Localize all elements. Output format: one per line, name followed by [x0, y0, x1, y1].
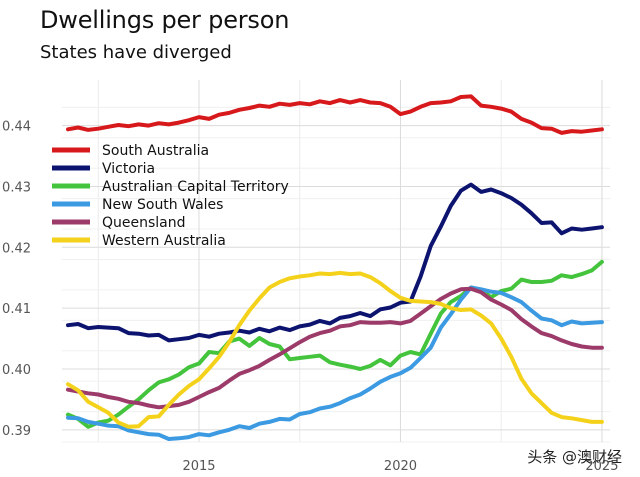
x-tick-label: 2025 [585, 459, 618, 474]
series-line-australian-capital-territory [66, 259, 604, 429]
x-tick-label: 2015 [182, 459, 215, 474]
y-tick-label: 0.39 [2, 424, 31, 439]
legend-label: South Australia [102, 143, 209, 159]
legend-label: Queensland [102, 215, 186, 231]
y-tick-label: 0.44 [2, 120, 31, 135]
series-line-western-australia [66, 270, 604, 429]
series-line-south-australia [66, 94, 604, 135]
series-line-queensland [66, 286, 604, 410]
legend: South Australia Victoria Australian Capita… [52, 143, 289, 249]
series-line-victoria [66, 182, 604, 343]
y-tick-label: 0.41 [2, 302, 31, 317]
y-tick-label: 0.40 [2, 363, 31, 378]
y-axis-ticks: 0.39 0.40 0.41 0.42 0.43 0.44 [2, 120, 31, 439]
legend-label: Western Australia [102, 233, 226, 249]
y-tick-label: 0.43 [2, 180, 31, 195]
watermark: 头条 @澳财经 [527, 448, 622, 466]
x-axis-ticks: 2015 2020 2025 [182, 459, 618, 474]
legend-label: Victoria [102, 161, 155, 177]
legend-label: New South Wales [102, 197, 223, 213]
series-lines [66, 94, 604, 441]
x-tick-label: 2020 [384, 459, 417, 474]
y-tick-label: 0.42 [2, 241, 31, 256]
legend-label: Australian Capital Territory [102, 179, 289, 195]
series-line-new-south-wales [66, 285, 604, 441]
chart-title: Dwellings per person [40, 6, 290, 34]
chart-subtitle: States have diverged [40, 42, 232, 63]
